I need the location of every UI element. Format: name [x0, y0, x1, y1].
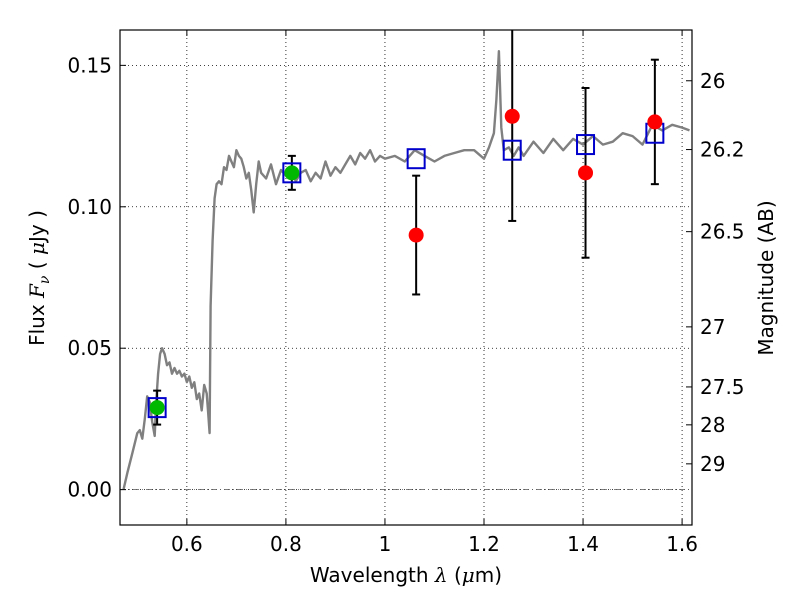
right-tick-label: 26.5	[700, 220, 745, 244]
right-axis-ticks: 26 26.2 26.5 27 27.5 28 29	[686, 69, 745, 476]
plot-frame	[119, 29, 693, 526]
right-tick-label: 26.2	[700, 138, 745, 162]
x-tick-label: 1	[379, 532, 392, 556]
x-tick-label: 1.6	[666, 532, 698, 556]
y-axis-ticks: 0.00 0.05 0.10 0.15	[67, 53, 126, 502]
model-square-point	[147, 397, 167, 419]
y-tick-label: 0.10	[67, 195, 112, 219]
model-square-point	[282, 162, 302, 184]
green-data-point	[284, 165, 300, 181]
x-axis-label: Wavelength λ (μm)	[310, 563, 502, 587]
x-axis-ticks: 0.6 0.8 1 1.2 1.4 1.6	[171, 30, 698, 556]
right-tick-label: 27.5	[700, 375, 745, 399]
y-tick-label: 0.15	[67, 53, 112, 77]
x-tick-label: 1.2	[468, 532, 500, 556]
model-square-point	[576, 134, 596, 156]
y-axis-label: Flux Fν ( μJy )	[25, 210, 53, 346]
red-data-point	[647, 114, 663, 130]
x-tick-label: 1.4	[567, 532, 599, 556]
x-tick-label: 0.8	[270, 532, 302, 556]
y-tick-label: 0.00	[67, 478, 112, 502]
green-data-point	[149, 400, 165, 416]
red-data-point	[504, 108, 520, 124]
red-data-point	[578, 165, 594, 181]
plot-area	[120, 30, 692, 525]
y-tick-label: 0.05	[67, 336, 112, 360]
grid-lines	[120, 30, 692, 525]
right-tick-label: 28	[700, 413, 725, 437]
right-tick-label: 27	[700, 315, 725, 339]
x-tick-label: 0.6	[171, 532, 203, 556]
model-square-point	[502, 139, 522, 161]
sed-model-line	[122, 50, 690, 490]
right-axis-label: Magnitude (AB)	[754, 200, 778, 355]
model-square-point	[406, 148, 426, 170]
right-tick-label: 26	[700, 69, 725, 93]
red-data-point	[408, 227, 424, 243]
right-tick-label: 29	[700, 452, 725, 476]
measurement-series	[149, 108, 663, 416]
sed-model-series	[122, 50, 690, 490]
